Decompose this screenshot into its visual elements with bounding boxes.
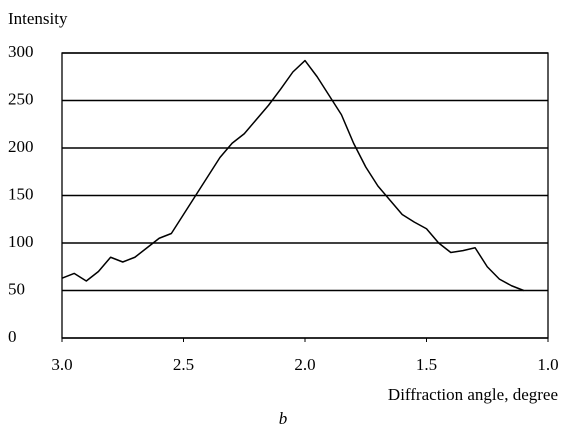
data-line [61,59,524,292]
y-tick-label: 50 [8,279,25,298]
y-tick-label: 100 [8,232,34,251]
caption: b [279,409,288,428]
x-tick-label: 2.5 [173,355,194,374]
y-tick-label: 300 [8,42,34,61]
y-tick-label: 200 [8,137,34,156]
y-tick-label: 250 [8,89,34,108]
x-tick-label: 1.0 [537,355,558,374]
y-tick-label: 150 [8,184,34,203]
x-tick-label: 3.0 [51,355,72,374]
x-axis-label: Diffraction angle, degree [388,385,558,404]
y-axis-label: Intensity [8,9,68,28]
y-tick-label: 0 [8,327,17,346]
x-tick-label: 2.0 [294,355,315,374]
x-tick-label: 1.5 [416,355,437,374]
